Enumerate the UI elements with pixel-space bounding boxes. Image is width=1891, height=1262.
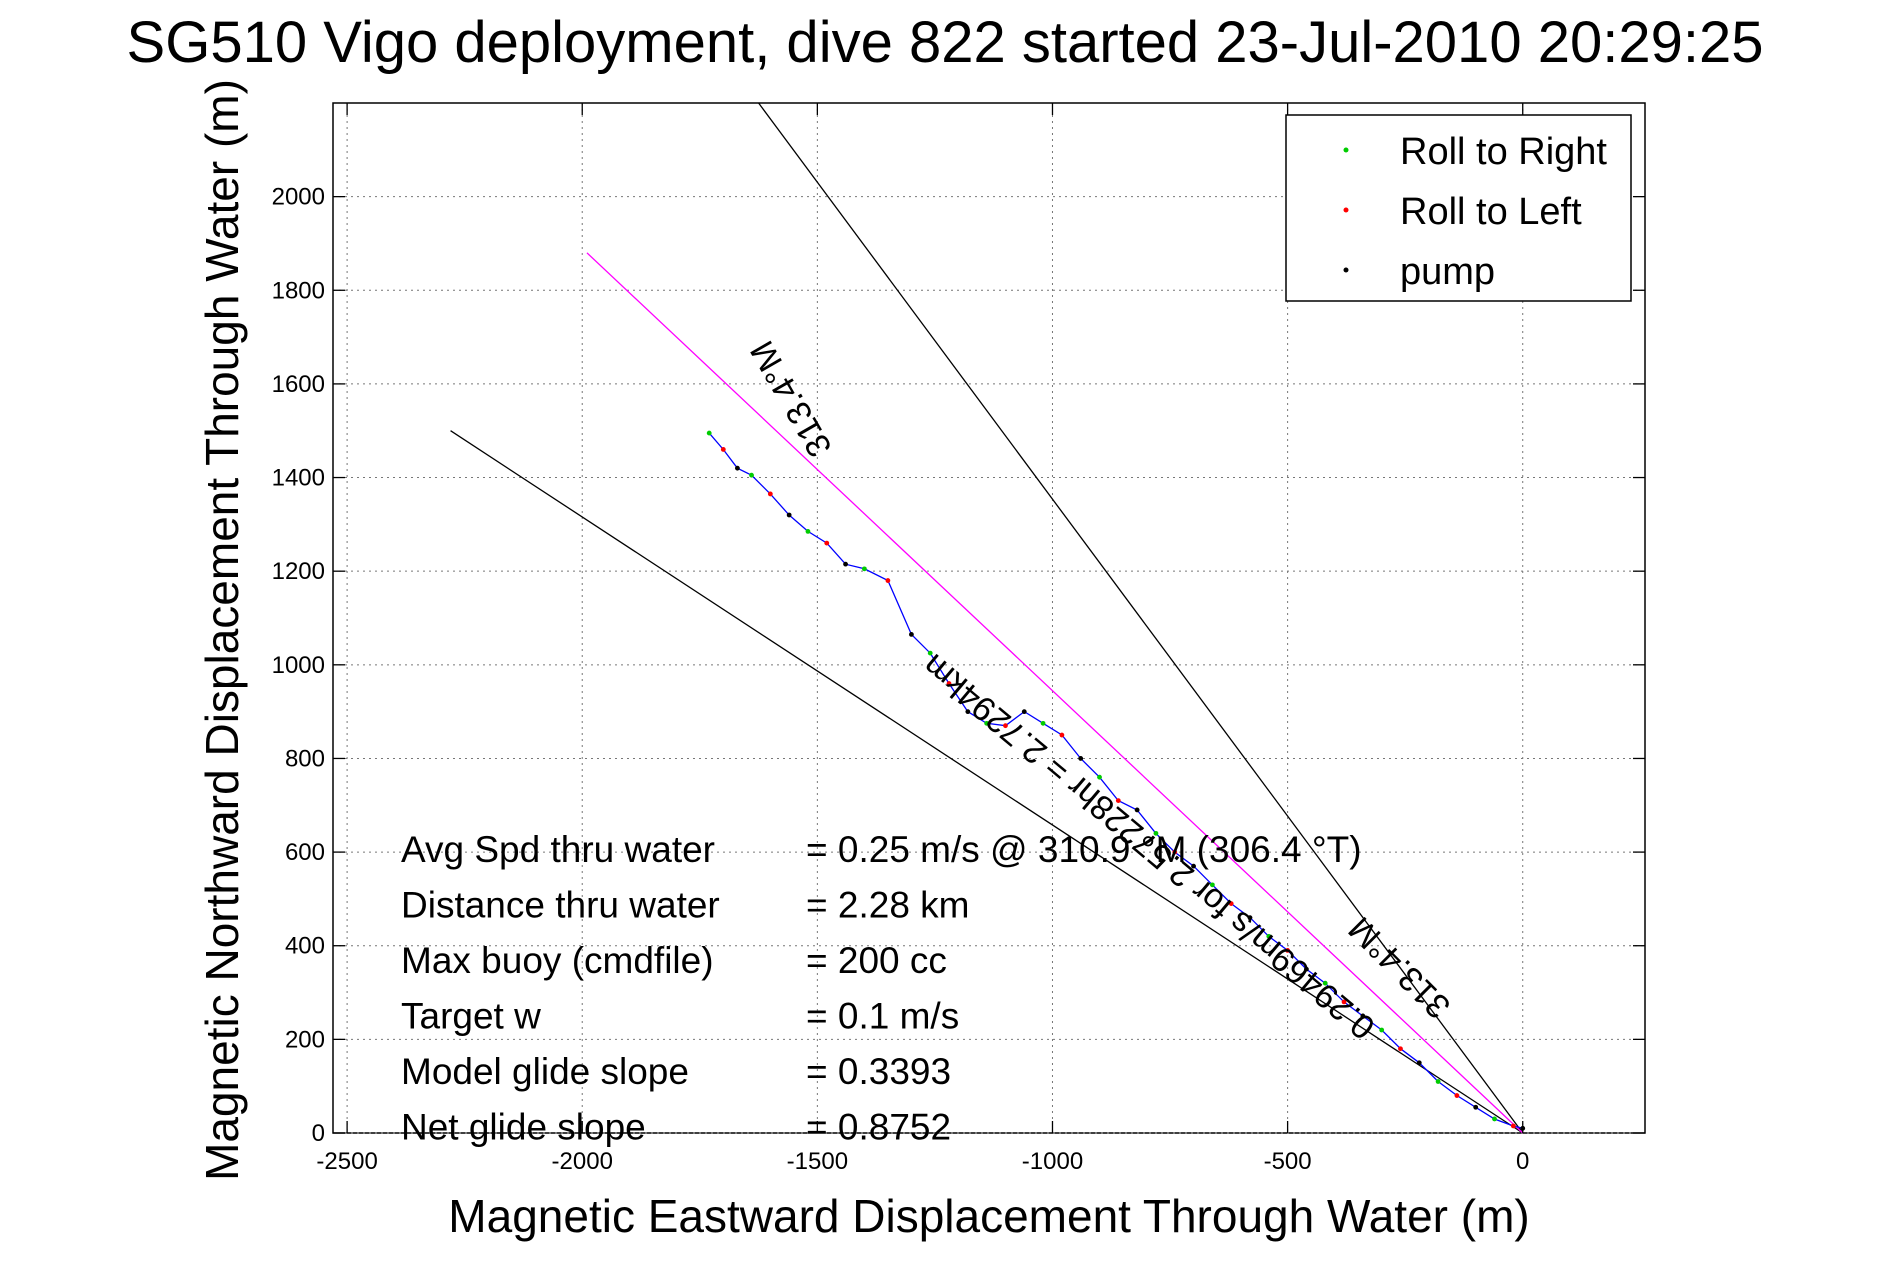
legend: Roll to Right Roll to Left pump [1285,114,1632,302]
y-tick-label: 200 [285,1026,325,1053]
y-tick-labels: 0 200 400 600 800 1000 1200 1400 1600 1800 2000 [272,184,325,1147]
stats-label: Net glide slope [401,1107,646,1148]
track-marker [1021,709,1027,715]
track-marker [1341,999,1347,1005]
track-marker [1492,1116,1497,1122]
track-marker [1360,1013,1366,1019]
track-marker [1285,948,1291,953]
track-marker [1153,830,1159,836]
stats-value: = 0.25 m/s @ 310.9 °M (306.4 °T) [806,829,1362,870]
stats-value: = 2.28 km [806,885,970,926]
track-marker [720,447,726,452]
track-marker [965,709,971,715]
track-marker [1040,720,1046,726]
track-marker [1304,966,1309,972]
track-marker [735,465,740,471]
track-marker [1398,1046,1403,1052]
y-tick-label: 1200 [272,558,325,585]
legend-label: Roll to Right [1400,131,1607,173]
track-marker [1266,933,1272,939]
track-marker [909,631,914,637]
axis-ticks [333,103,1645,1134]
stats-label: Avg Spd thru water [401,829,715,870]
roll-markers [706,430,1526,1131]
y-axis-label: Magnetic Northward Displacement Through … [196,79,248,1181]
y-tick-label: 600 [285,839,325,866]
track-marker [706,430,712,436]
track-marker [824,540,830,546]
y-tick-label: 800 [285,745,325,772]
legend-marker [1343,207,1349,213]
track-marker [843,561,848,567]
y-tick-label: 1800 [272,277,325,304]
x-tick-label: -1000 [1022,1148,1083,1175]
stats-value: = 0.8752 [806,1107,951,1148]
x-tick-label: -2500 [316,1148,377,1175]
track-marker [805,528,811,534]
track-marker [861,566,867,572]
track-marker [1097,774,1102,780]
reference-line [758,102,1524,1134]
track-marker [1134,807,1140,813]
track-marker [749,472,754,478]
track-marker [1322,980,1328,986]
chart-title: SG510 Vigo deployment, dive 822 started … [127,10,1764,75]
track-marker [1172,849,1178,855]
reference-lines [450,102,1524,1134]
track-marker [1416,1060,1422,1066]
stats-label: Model glide slope [401,1051,689,1092]
y-tick-label: 1000 [272,652,325,679]
y-tick-label: 0 [312,1120,325,1147]
track-marker [1078,756,1084,761]
reference-line [450,430,1524,1134]
track-marker [1003,723,1008,729]
legend-label: pump [1400,251,1495,293]
legend-label: Roll to Left [1400,191,1582,233]
track-marker [1247,915,1253,921]
stats-value: = 200 cc [806,940,947,981]
track-marker [1115,798,1121,803]
legend-marker [1343,147,1349,153]
x-tick-label: -2000 [552,1148,613,1175]
stats-value: = 0.1 m/s [806,996,959,1037]
stats-label: Distance thru water [401,885,720,926]
track-marker [946,681,952,686]
y-tick-label: 1400 [272,465,325,492]
track-marker [1454,1093,1460,1098]
stats-label: Max buoy (cmdfile) [401,940,714,981]
legend-marker [1343,267,1349,273]
track-marker [1510,1123,1516,1129]
x-tick-label: 0 [1516,1148,1529,1175]
y-tick-label: 400 [285,933,325,960]
stats-block: Avg Spd thru water = 0.25 m/s @ 310.9 °M … [401,829,1362,1148]
track-marker [984,720,990,726]
x-tick-labels: -2500 -2000 -1500 -1000 -500 0 [316,1148,1529,1175]
x-axis-label: Magnetic Eastward Displacement Through W… [448,1190,1529,1242]
y-tick-label: 2000 [272,184,325,211]
track-marker [885,578,891,583]
track-marker [1209,882,1215,888]
track-marker [786,512,792,518]
track-marker [1435,1079,1441,1084]
stats-value: = 0.3393 [806,1051,951,1092]
x-tick-label: -500 [1264,1148,1312,1175]
y-tick-label: 1600 [272,371,325,398]
track-marker [1191,863,1196,869]
track-marker [1379,1027,1385,1033]
x-tick-label: -1500 [787,1148,848,1175]
track-marker [927,650,933,656]
track-marker [1228,901,1234,906]
track-marker [1473,1104,1479,1110]
track-marker [767,491,773,497]
track-marker [1059,732,1065,738]
stats-label: Target w [401,996,541,1037]
reference-line [586,252,1524,1134]
